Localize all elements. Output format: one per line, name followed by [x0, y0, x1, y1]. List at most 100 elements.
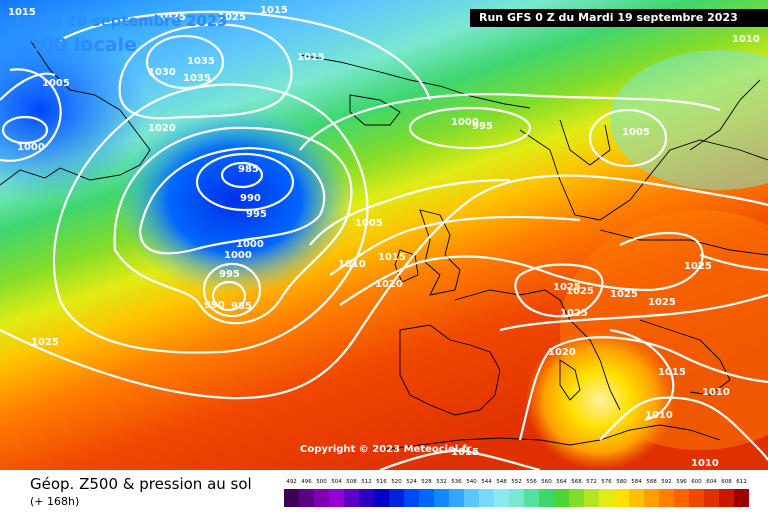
coastlines [0, 39, 768, 451]
pressure-label: 1020 [375, 279, 403, 290]
legend-title: Géop. Z500 & pression au sol [30, 475, 252, 493]
nw-cold-shading [0, 20, 150, 200]
pressure-label: 1010 [338, 259, 366, 270]
scale-value: 512 [361, 479, 372, 485]
scale-value: 564 [556, 479, 567, 485]
scale-value: 560 [541, 479, 552, 485]
pressure-label: 1000 [236, 239, 264, 250]
pressure-label: 1020 [548, 347, 576, 358]
legend-subtitle: (+ 168h) [30, 495, 80, 508]
pressure-label: 1025 [684, 261, 712, 272]
scale-value: 492 [286, 479, 297, 485]
scale-swatch [539, 489, 554, 507]
scale-value: 548 [496, 479, 507, 485]
scale-swatch [344, 489, 359, 507]
pressure-label: 1025 [648, 297, 676, 308]
pressure-label: 1015 [451, 447, 479, 458]
scale-value: 576 [601, 479, 612, 485]
pressure-label: 1025 [566, 286, 594, 297]
pressure-label: 1025 [610, 289, 638, 300]
pressure-label: 1015 [658, 367, 686, 378]
scale-swatch [689, 489, 704, 507]
scale-value: 568 [571, 479, 582, 485]
pressure-label: 1010 [691, 458, 719, 469]
scale-swatch [509, 489, 524, 507]
forecast-local-time: 2:00 locale [20, 34, 137, 56]
pressure-label: 985 [238, 164, 259, 175]
scale-swatch [614, 489, 629, 507]
scale-swatch [419, 489, 434, 507]
scale-value: 580 [616, 479, 627, 485]
scale-swatch [464, 489, 479, 507]
legend-panel: Géop. Z500 & pression au sol (+ 168h) 49… [0, 470, 768, 512]
scale-swatch [704, 489, 719, 507]
scale-swatch [314, 489, 329, 507]
scale-swatch [374, 489, 389, 507]
pressure-label: 1000 [17, 142, 45, 153]
color-scale: 492 496 500 504 508 512 516 520 524 528 532 536 540 5… [284, 479, 749, 507]
scale-value: 588 [646, 479, 657, 485]
pressure-label: 1015 [378, 252, 406, 263]
isobars [0, 10, 768, 470]
scale-value: 556 [526, 479, 537, 485]
scale-value: 536 [451, 479, 462, 485]
pressure-label: 1025 [218, 12, 246, 23]
scale-swatch [389, 489, 404, 507]
scale-swatch [494, 489, 509, 507]
scale-value: 500 [316, 479, 327, 485]
scale-value: 592 [661, 479, 672, 485]
forecast-date: Mardi 26 septembre 2023 [14, 12, 228, 30]
pressure-label: 1005 [622, 127, 650, 138]
scale-value: 584 [631, 479, 642, 485]
scale-value: 612 [736, 479, 747, 485]
scale-swatch [329, 489, 344, 507]
scale-swatch [719, 489, 734, 507]
scale-value: 572 [586, 479, 597, 485]
scale-value: 520 [391, 479, 402, 485]
pressure-label: 1035 [183, 73, 211, 84]
pressure-label: 1000 [224, 250, 252, 261]
pressure-label: 990 [204, 300, 225, 311]
scale-value: 540 [466, 479, 477, 485]
pressure-label: 1035 [187, 56, 215, 67]
scale-swatch [554, 489, 569, 507]
scale-swatch [434, 489, 449, 507]
scale-swatch [404, 489, 419, 507]
pressure-label: 1005 [42, 78, 70, 89]
pressure-label: 1010 [645, 410, 673, 421]
scale-value: 516 [376, 479, 387, 485]
scale-swatch [479, 489, 494, 507]
scale-value: 552 [511, 479, 522, 485]
pressure-label: 1005 [355, 218, 383, 229]
scale-swatch [599, 489, 614, 507]
scale-swatch [524, 489, 539, 507]
scale-swatch [569, 489, 584, 507]
scale-value: 600 [691, 479, 702, 485]
pressure-label: 1000 [451, 117, 479, 128]
scale-swatch [644, 489, 659, 507]
scale-swatch [734, 489, 749, 507]
northeast-blue-shading [610, 50, 768, 190]
scale-swatch [659, 489, 674, 507]
pressure-label: 1030 [148, 67, 176, 78]
scale-value: 504 [331, 479, 342, 485]
scale-value: 528 [421, 479, 432, 485]
pressure-label: 995 [472, 121, 493, 132]
scale-value: 608 [721, 479, 732, 485]
model-run-info: Run GFS 0 Z du Mardi 19 septembre 2023 [470, 9, 768, 27]
scale-value: 524 [406, 479, 417, 485]
pressure-label: 995 [219, 269, 240, 280]
warm-core-shading [525, 330, 675, 470]
scale-swatch [629, 489, 644, 507]
pressure-label: 1010 [702, 387, 730, 398]
scale-swatch [299, 489, 314, 507]
pressure-label: 1025 [560, 308, 588, 319]
pressure-label: 990 [240, 193, 261, 204]
pressure-label: 1010 [732, 34, 760, 45]
pressure-label: 995 [246, 209, 267, 220]
scale-value: 596 [676, 479, 687, 485]
pressure-label: 1025 [553, 282, 581, 293]
low-core-shading [115, 105, 355, 295]
